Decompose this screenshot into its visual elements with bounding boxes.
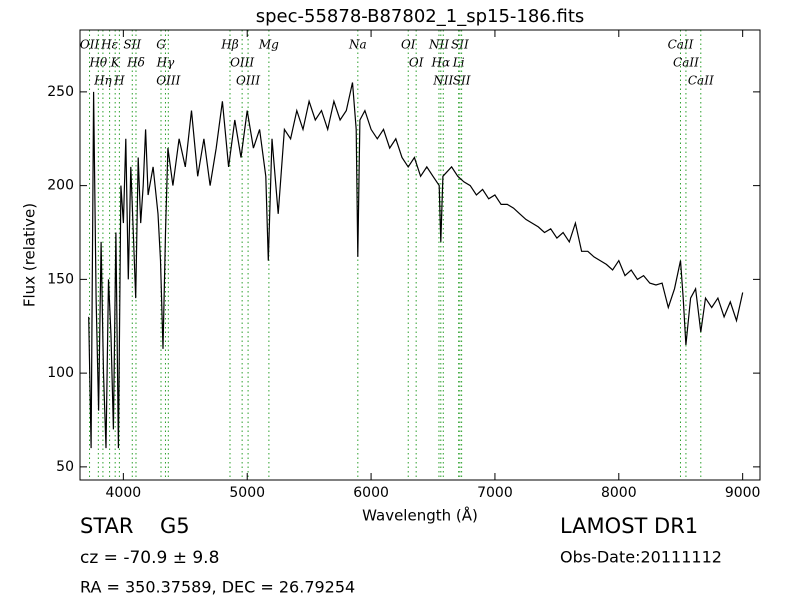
y-tick-label: 50 xyxy=(56,459,74,475)
x-tick-label: 4000 xyxy=(106,485,142,501)
y-tick-label: 250 xyxy=(47,84,74,100)
x-tick-label: 5000 xyxy=(229,485,265,501)
spectral-line-label: NII xyxy=(428,38,449,52)
survey: LAMOST DR1 xyxy=(560,514,698,538)
spectral-line-label: OI xyxy=(409,56,424,70)
chart-title: spec-55878-B87802_1_sp15-186.fits xyxy=(256,6,585,27)
obs-date: Obs-Date:20111112 xyxy=(560,548,722,567)
spectral-line-label: OIII xyxy=(236,74,260,88)
spectral-line-label: OII xyxy=(80,38,100,52)
spectral-line-label: CaII xyxy=(668,38,694,52)
redshift: cz = -70.9 ± 9.8 xyxy=(80,548,219,568)
spectral-line-label: Hε xyxy=(100,38,118,52)
y-tick-label: 150 xyxy=(47,271,74,287)
spectral-line-label: CaII xyxy=(673,56,699,70)
spectrum-line xyxy=(88,82,744,449)
y-axis-label: Flux (relative) xyxy=(21,203,39,307)
spectral-line-label: Li xyxy=(452,56,465,70)
x-tick-label: 9000 xyxy=(725,485,761,501)
spectral-line-label: OI xyxy=(401,38,416,52)
spectral-line-label: Hθ xyxy=(88,56,107,70)
spectral-line-label: Na xyxy=(348,38,367,52)
y-tick-label: 100 xyxy=(47,365,74,381)
spectral-line-label: SII xyxy=(451,38,469,52)
x-tick-label: 6000 xyxy=(353,485,389,501)
spectral-line-label: K xyxy=(110,56,121,70)
spectral-line-label: NII xyxy=(432,74,453,88)
coordinates: RA = 350.37589, DEC = 26.79254 xyxy=(80,578,355,597)
spectral-line-label: H xyxy=(113,74,125,88)
spectral-line-label: OIII xyxy=(156,74,180,88)
spectral-line-label: SII xyxy=(123,38,141,52)
y-tick-label: 200 xyxy=(47,178,74,194)
spectral-line-label: OIII xyxy=(230,56,254,70)
spectral-line-label: Hδ xyxy=(126,56,145,70)
spectral-line-label: Hη xyxy=(93,74,112,88)
spectral-line-label: SII xyxy=(453,74,471,88)
spectral-line-label: Hα xyxy=(431,56,451,70)
x-axis-label: Wavelength (Å) xyxy=(362,506,478,525)
x-tick-label: 8000 xyxy=(601,485,637,501)
spectral-line-label: CaII xyxy=(688,74,714,88)
spectral-line-label: Mg xyxy=(258,38,279,52)
spectral-line-label: Hβ xyxy=(220,38,238,52)
subclass: G5 xyxy=(160,514,190,538)
object-class: STAR xyxy=(80,514,133,538)
plot-frame xyxy=(79,29,761,481)
spectral-line-label: G xyxy=(156,38,166,52)
x-tick-label: 7000 xyxy=(477,485,513,501)
spectral-line-label: Hγ xyxy=(156,56,175,70)
